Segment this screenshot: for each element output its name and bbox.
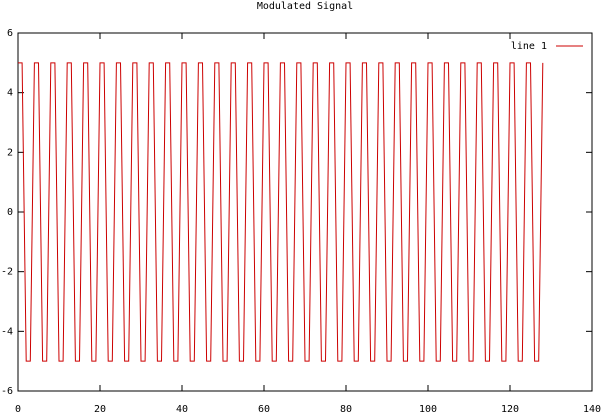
y-tick-label: 6 [7, 28, 13, 39]
x-tick-label: 120 [501, 404, 519, 415]
y-tick-label: 2 [7, 147, 13, 158]
x-tick-label: 0 [15, 404, 21, 415]
x-tick-label: 20 [94, 404, 106, 415]
data-line [18, 62, 544, 362]
y-tick-label: -6 [1, 386, 13, 397]
x-tick-label: 140 [583, 404, 601, 415]
y-tick-label: -2 [1, 267, 13, 278]
x-tick-label: 60 [258, 404, 270, 415]
y-tick-label: -4 [1, 326, 13, 337]
x-tick-label: 80 [340, 404, 352, 415]
legend-label: line 1 [511, 41, 547, 52]
y-tick-label: 0 [7, 207, 13, 218]
chart-title: Modulated Signal [257, 1, 353, 12]
y-tick-label: 4 [7, 88, 13, 99]
x-tick-label: 40 [176, 404, 188, 415]
x-tick-label: 100 [419, 404, 437, 415]
